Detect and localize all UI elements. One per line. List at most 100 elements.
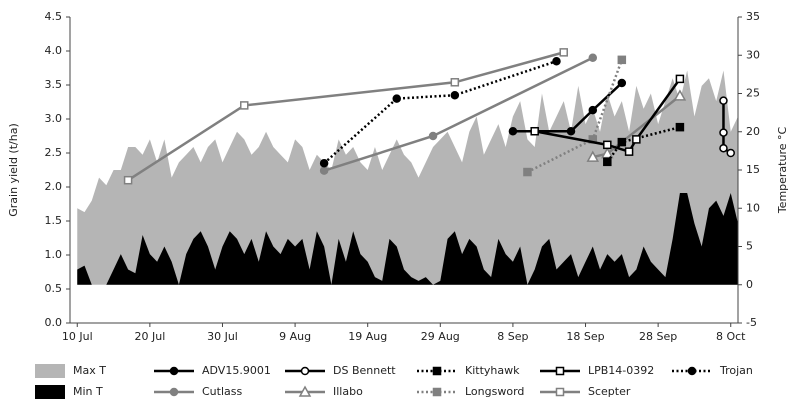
data-point [588, 105, 598, 115]
data-point [617, 55, 627, 65]
series-line [323, 60, 557, 165]
legend-item: Longsword [417, 385, 524, 398]
data-point [673, 89, 687, 101]
legend-item: Cutlass [154, 385, 242, 398]
legend-label: DS Bennett [333, 364, 396, 377]
y2-tick-label: 15 [746, 163, 760, 176]
data-point [675, 122, 685, 132]
data-point [530, 126, 539, 136]
data-point [617, 137, 627, 147]
temperature-area [77, 192, 739, 285]
y2-axis-label: Temperature °C [776, 127, 789, 215]
y-tick-label: 0.5 [45, 282, 63, 295]
y-tick-label: 4.0 [45, 44, 63, 57]
legend-label: LPB14-0392 [588, 364, 654, 377]
data-point [586, 150, 600, 162]
y-tick-label: 3.5 [45, 78, 63, 91]
y-tick-label: 2.5 [45, 146, 63, 159]
legend-item: LPB14-0392 [540, 364, 654, 377]
data-point [392, 94, 401, 103]
data-point [719, 143, 728, 153]
x-tick-label: 20 Jul [134, 330, 165, 343]
x-tick-label: 8 Sep [497, 330, 528, 343]
y2-tick-label: 25 [746, 87, 760, 100]
data-point [428, 131, 438, 141]
legend-marker [555, 387, 565, 397]
y2-tick-label: 0 [746, 278, 753, 291]
data-point [508, 126, 518, 136]
series-line [127, 51, 565, 182]
legend-label: ADV15.9001 [202, 364, 271, 377]
legend-marker [432, 387, 442, 397]
series-line [722, 100, 732, 155]
legend-item: DS Bennett [285, 364, 396, 377]
x-tick-label: 19 Aug [348, 330, 387, 343]
data-point [719, 96, 728, 105]
y-axis-label: Grain yield (t/ha) [7, 123, 20, 217]
legend-marker [555, 366, 565, 376]
y2-tick-label: 5 [746, 240, 753, 253]
data-point [603, 140, 612, 150]
y-tick-label: 0.0 [45, 316, 63, 329]
data-point [675, 74, 685, 84]
x-tick-label: 8 Oct [716, 330, 746, 343]
legend-item: Kittyhawk [417, 364, 520, 377]
legend-swatch [35, 385, 65, 399]
data-point [123, 175, 133, 185]
x-tick-label: 29 Aug [421, 330, 460, 343]
y-tick-label: 3.0 [45, 112, 63, 125]
legend-label: Kittyhawk [465, 364, 520, 377]
legend-item: ADV15.9001 [154, 364, 271, 377]
y-tick-label: 1.0 [45, 248, 63, 261]
y2-tick-label: 30 [746, 48, 760, 61]
legend-marker [687, 366, 697, 376]
data-point [319, 158, 329, 168]
data-point [719, 128, 728, 137]
x-tick-label: 18 Sep [566, 330, 604, 343]
x-tick-label: 30 Jul [207, 330, 238, 343]
y2-tick-label: 35 [746, 10, 760, 23]
x-tick-label: 9 Aug [279, 330, 311, 343]
data-point [450, 90, 460, 100]
x-tick-label: 28 Sep [639, 330, 677, 343]
data-point [523, 167, 532, 177]
legend-item: Max T [35, 364, 106, 378]
x-tick-label: 10 Jul [62, 330, 93, 343]
legend-marker [169, 387, 179, 397]
data-point [617, 78, 627, 88]
legend-label: Cutlass [202, 385, 242, 398]
legend-marker [169, 366, 179, 376]
legend-label: Trojan [719, 364, 753, 377]
temperature-area [77, 70, 739, 285]
data-point [450, 78, 460, 87]
data-point [559, 48, 568, 57]
y2-tick-label: 10 [746, 201, 760, 214]
data-point [319, 166, 329, 175]
legend-item: Trojan [672, 364, 753, 377]
legend-item: Scepter [540, 385, 631, 398]
legend-marker [432, 366, 442, 376]
data-point [552, 56, 561, 66]
legend-marker [300, 366, 310, 376]
legend-item: Min T [35, 385, 103, 399]
legend-marker [298, 385, 312, 397]
y2-tick-label: -5 [746, 316, 757, 329]
legend-swatch [35, 364, 65, 378]
y2-tick-label: 20 [746, 125, 760, 138]
legend-label: Longsword [465, 385, 524, 398]
data-point [632, 135, 641, 144]
legend-label: Illabo [333, 385, 363, 398]
data-point [240, 101, 249, 110]
y-tick-label: 2.0 [45, 180, 63, 193]
y-tick-label: 4.5 [45, 10, 63, 23]
legend-label: Min T [73, 385, 103, 398]
legend-label: Max T [73, 364, 106, 377]
data-point [566, 126, 576, 136]
data-point [603, 157, 612, 167]
legend-label: Scepter [588, 385, 631, 398]
data-point [624, 147, 634, 156]
legend-item: Illabo [285, 385, 363, 398]
y-tick-label: 1.5 [45, 214, 63, 227]
data-point [588, 53, 598, 63]
